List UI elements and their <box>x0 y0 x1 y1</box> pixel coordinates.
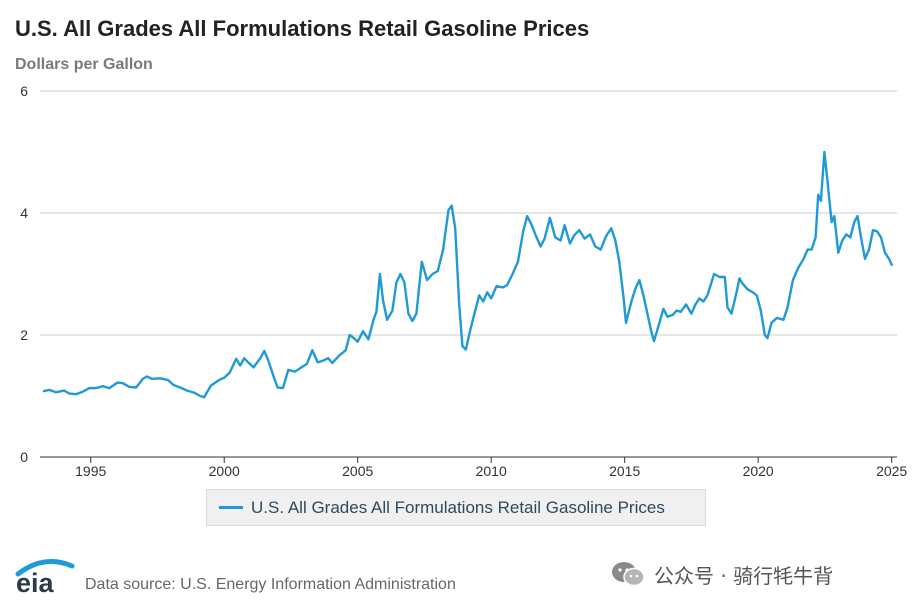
axes <box>40 456 897 463</box>
watermark: 公众号 · 骑行牦牛背 <box>610 560 833 588</box>
legend-swatch <box>219 506 243 509</box>
x-tick-label: 2000 <box>209 463 240 479</box>
data-source: Data source: U.S. Energy Information Adm… <box>85 576 456 593</box>
x-tick-label: 2020 <box>743 463 774 479</box>
y-tick-label: 6 <box>20 83 28 99</box>
gridlines <box>40 90 897 336</box>
y-tick-label: 0 <box>20 449 28 465</box>
x-tick-label: 2005 <box>342 463 373 479</box>
series-line-0[interactable] <box>42 150 893 399</box>
eia-logo: eia <box>15 559 75 596</box>
x-tick-label: 2025 <box>876 463 907 479</box>
chart-title: U.S. All Grades All Formulations Retail … <box>15 16 590 41</box>
x-tick-label: 1995 <box>75 463 106 479</box>
wechat-icon <box>612 562 645 587</box>
y-axis-unit-label: Dollars per Gallon <box>15 56 153 73</box>
tick-labels: 0 2 4 6 1995 2000 2005 2010 2015 2020 2025 <box>20 83 907 479</box>
x-tick-label: 2010 <box>476 463 507 479</box>
series-layer <box>42 150 893 399</box>
legend-label: U.S. All Grades All Formulations Retail … <box>251 497 665 517</box>
legend[interactable]: U.S. All Grades All Formulations Retail … <box>206 489 706 526</box>
y-tick-label: 4 <box>20 205 28 221</box>
x-tick-label: 2015 <box>609 463 640 479</box>
svg-text:eia: eia <box>16 568 55 596</box>
watermark-text: 公众号 · 骑行牦牛背 <box>654 563 834 588</box>
y-tick-label: 2 <box>20 327 28 343</box>
